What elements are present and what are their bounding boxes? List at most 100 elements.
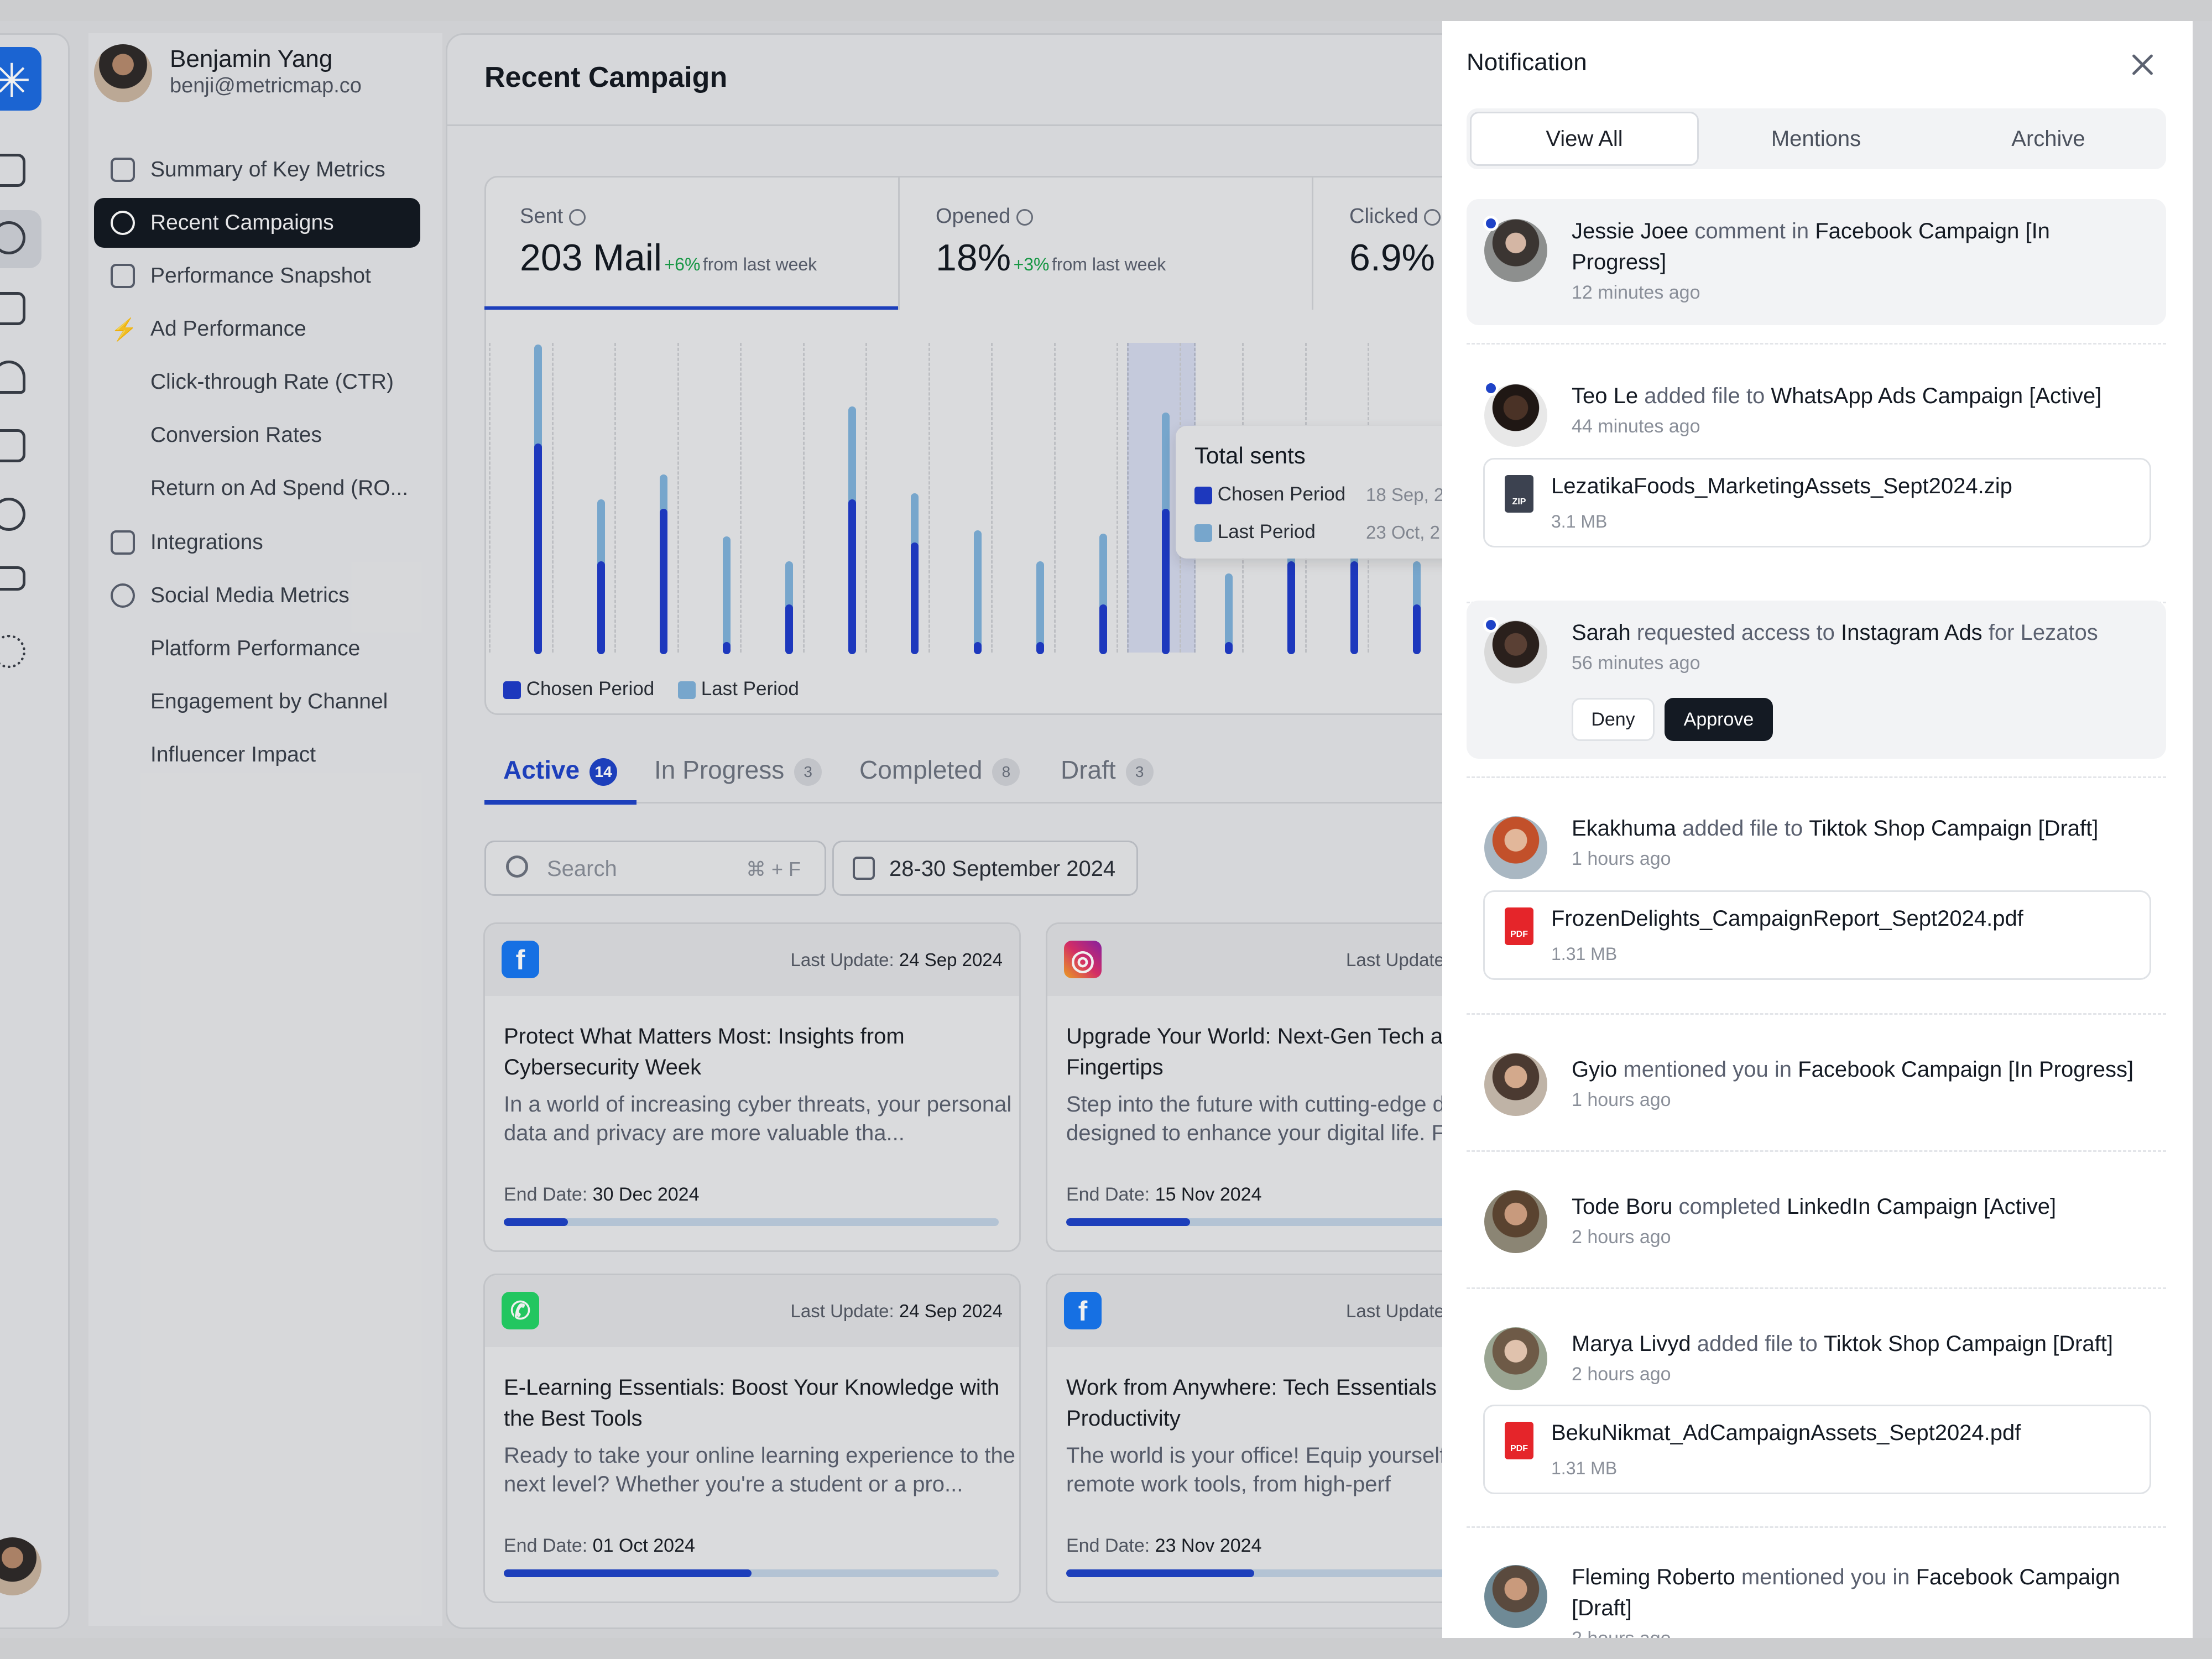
notification-item[interactable]: Jessie Joee comment in Facebook Campaign… — [1467, 199, 2166, 325]
calendar-icon — [853, 857, 875, 880]
tab-draft[interactable]: Draft 3 — [1061, 755, 1154, 786]
bar-chosen-period[interactable] — [660, 508, 667, 654]
file-attachment[interactable]: ZIP LezatikaFoods_MarketingAssets_Sept20… — [1483, 458, 2151, 547]
stat-clicked[interactable]: Clicked 6.9% — [1349, 205, 1441, 279]
facebook-icon: f — [502, 941, 539, 978]
bar-chosen-period[interactable] — [1099, 604, 1107, 654]
file-attachment[interactable]: PDF FrozenDelights_CampaignReport_Sept20… — [1483, 890, 2151, 980]
wallet-icon[interactable] — [0, 566, 25, 591]
chart-gridline — [928, 343, 930, 653]
sidebar-item-roas[interactable]: Return on Ad Spend (RO... — [94, 463, 420, 513]
avatar — [1484, 1053, 1547, 1116]
sidebar-item-engagement[interactable]: Engagement by Channel — [94, 677, 420, 727]
date-range-picker[interactable]: 28-30 September 2024 — [832, 841, 1138, 896]
bar-chosen-period[interactable] — [785, 604, 793, 654]
chat-icon[interactable] — [0, 292, 25, 325]
presentation-icon — [111, 264, 135, 288]
sidebar-item-recent-campaigns[interactable]: Recent Campaigns — [94, 198, 420, 248]
sidebar-item-ctr[interactable]: Click-through Rate (CTR) — [94, 357, 420, 407]
stat-opened[interactable]: Opened 18% +3% from last week — [936, 205, 1166, 279]
campaign-card[interactable]: f Last Update Work from Anywhere: Tech Es… — [1046, 1274, 1583, 1603]
bar-chosen-period[interactable] — [1287, 561, 1295, 654]
end-date-label: End Date: — [504, 1184, 588, 1205]
pie-chart-icon[interactable] — [0, 221, 25, 254]
bar-chosen-period[interactable] — [1036, 641, 1044, 654]
help-icon[interactable] — [568, 208, 586, 226]
tab-mentions[interactable]: Mentions — [1771, 127, 1861, 151]
settings-icon[interactable] — [0, 635, 25, 668]
notification-item[interactable]: Gyio mentioned you in Facebook Campaign … — [1467, 1033, 2166, 1144]
headset-icon[interactable] — [0, 361, 25, 394]
close-icon[interactable] — [2129, 51, 2157, 79]
notification-item[interactable]: Sarah requested access to Instagram Ads … — [1467, 601, 2166, 759]
tab-archive[interactable]: Archive — [2011, 127, 2085, 151]
sidebar-item-performance-snapshot[interactable]: Performance Snapshot — [94, 251, 420, 301]
tab-active[interactable]: Active 14 — [503, 755, 618, 786]
avatar[interactable] — [94, 44, 152, 102]
notification-item[interactable]: Teo Le added file to WhatsApp Ads Campai… — [1467, 364, 2166, 574]
bar-chosen-period[interactable] — [722, 641, 731, 654]
verb: requested access to — [1636, 620, 1835, 645]
tab-view-all[interactable]: View All — [1470, 112, 1699, 166]
bar-chosen-period[interactable] — [848, 499, 856, 654]
end-date-label: End Date: — [504, 1535, 588, 1556]
approve-button[interactable]: Approve — [1665, 698, 1773, 741]
bar-last-period[interactable] — [722, 536, 731, 654]
last-update-label: Last Update: — [790, 1301, 894, 1321]
tab-count: 3 — [794, 758, 822, 786]
chart-gridline — [1117, 343, 1118, 653]
sidebar-item-integrations[interactable]: Integrations — [94, 518, 420, 567]
campaign-card[interactable]: f Last Update: 24 Sep 2024 Protect What M… — [483, 922, 1021, 1252]
search-input[interactable]: Search ⌘ + F — [484, 841, 826, 896]
icon-rail — [0, 33, 70, 1629]
tab-label: Completed — [859, 755, 983, 784]
notification-item[interactable]: Fleming Roberto mentioned you in Faceboo… — [1467, 1545, 2166, 1638]
end-date-value: 30 Dec 2024 — [592, 1184, 700, 1205]
bar-last-period[interactable] — [1224, 573, 1233, 654]
sidebar-item-label: Engagement by Channel — [150, 690, 388, 713]
sidebar-item-ad-performance[interactable]: ⚡ Ad Performance — [94, 304, 420, 354]
sidebar-item-social-media[interactable]: Social Media Metrics — [94, 571, 420, 620]
sidebar-item-label: Conversion Rates — [150, 423, 322, 447]
tab-selected-indicator — [484, 800, 637, 805]
sidebar-item-conversion-rates[interactable]: Conversion Rates — [94, 410, 420, 460]
help-icon[interactable] — [1016, 208, 1033, 226]
help-icon[interactable] — [1424, 208, 1441, 226]
notification-item[interactable]: Tode Boru completed LinkedIn Campaign [A… — [1467, 1170, 2166, 1281]
actor: Sarah — [1572, 620, 1631, 645]
bar-chosen-period[interactable] — [534, 444, 542, 654]
bar-chosen-period[interactable] — [973, 641, 982, 654]
folder-icon[interactable] — [0, 429, 25, 462]
bar-last-period[interactable] — [973, 530, 982, 654]
sidebar-item-platform-performance[interactable]: Platform Performance — [94, 624, 420, 674]
bar-last-period[interactable] — [1036, 561, 1044, 654]
bar-chosen-period[interactable] — [597, 561, 605, 654]
bar-chosen-period[interactable] — [1224, 641, 1233, 654]
users-icon[interactable] — [0, 498, 25, 531]
bar-chosen-period[interactable] — [911, 542, 919, 654]
verb: mentioned you in — [1623, 1057, 1792, 1082]
chart-gridline — [677, 343, 679, 653]
bar-chosen-period[interactable] — [1413, 604, 1421, 654]
file-attachment[interactable]: PDF BekuNikmat_AdCampaignAssets_Sept2024… — [1483, 1405, 2151, 1494]
bar-chosen-period[interactable] — [1350, 561, 1358, 654]
home-icon[interactable] — [0, 154, 25, 187]
campaign-card[interactable]: ✆ Last Update: 24 Sep 2024 E-Learning Ess… — [483, 1274, 1021, 1603]
deny-button[interactable]: Deny — [1572, 698, 1655, 741]
unread-dot — [1483, 617, 1499, 633]
notification-text: Tode Boru completed LinkedIn Campaign [A… — [1572, 1191, 2141, 1222]
notification-item[interactable]: Marya Livyd added file to Tiktok Shop Ca… — [1467, 1307, 2166, 1517]
avatar — [1484, 1190, 1547, 1253]
tab-completed[interactable]: Completed 8 — [859, 755, 1020, 786]
tab-in-progress[interactable]: In Progress 3 — [654, 755, 822, 786]
stat-sent[interactable]: Sent 203 Mail +6% from last week — [520, 205, 817, 279]
page-title: Recent Campaign — [484, 61, 728, 93]
sidebar-item-influencer[interactable]: Influencer Impact — [94, 730, 420, 780]
notification-item[interactable]: Ekakhuma added file to Tiktok Shop Campa… — [1467, 796, 2166, 1006]
progress-bar — [504, 1569, 999, 1577]
actor: Marya Livyd — [1572, 1332, 1691, 1356]
facebook-icon: f — [1064, 1292, 1102, 1329]
sidebar-item-summary[interactable]: Summary of Key Metrics — [94, 145, 420, 195]
bar-chosen-period[interactable] — [1162, 508, 1170, 654]
last-update-label: Last Update — [1346, 1301, 1444, 1321]
